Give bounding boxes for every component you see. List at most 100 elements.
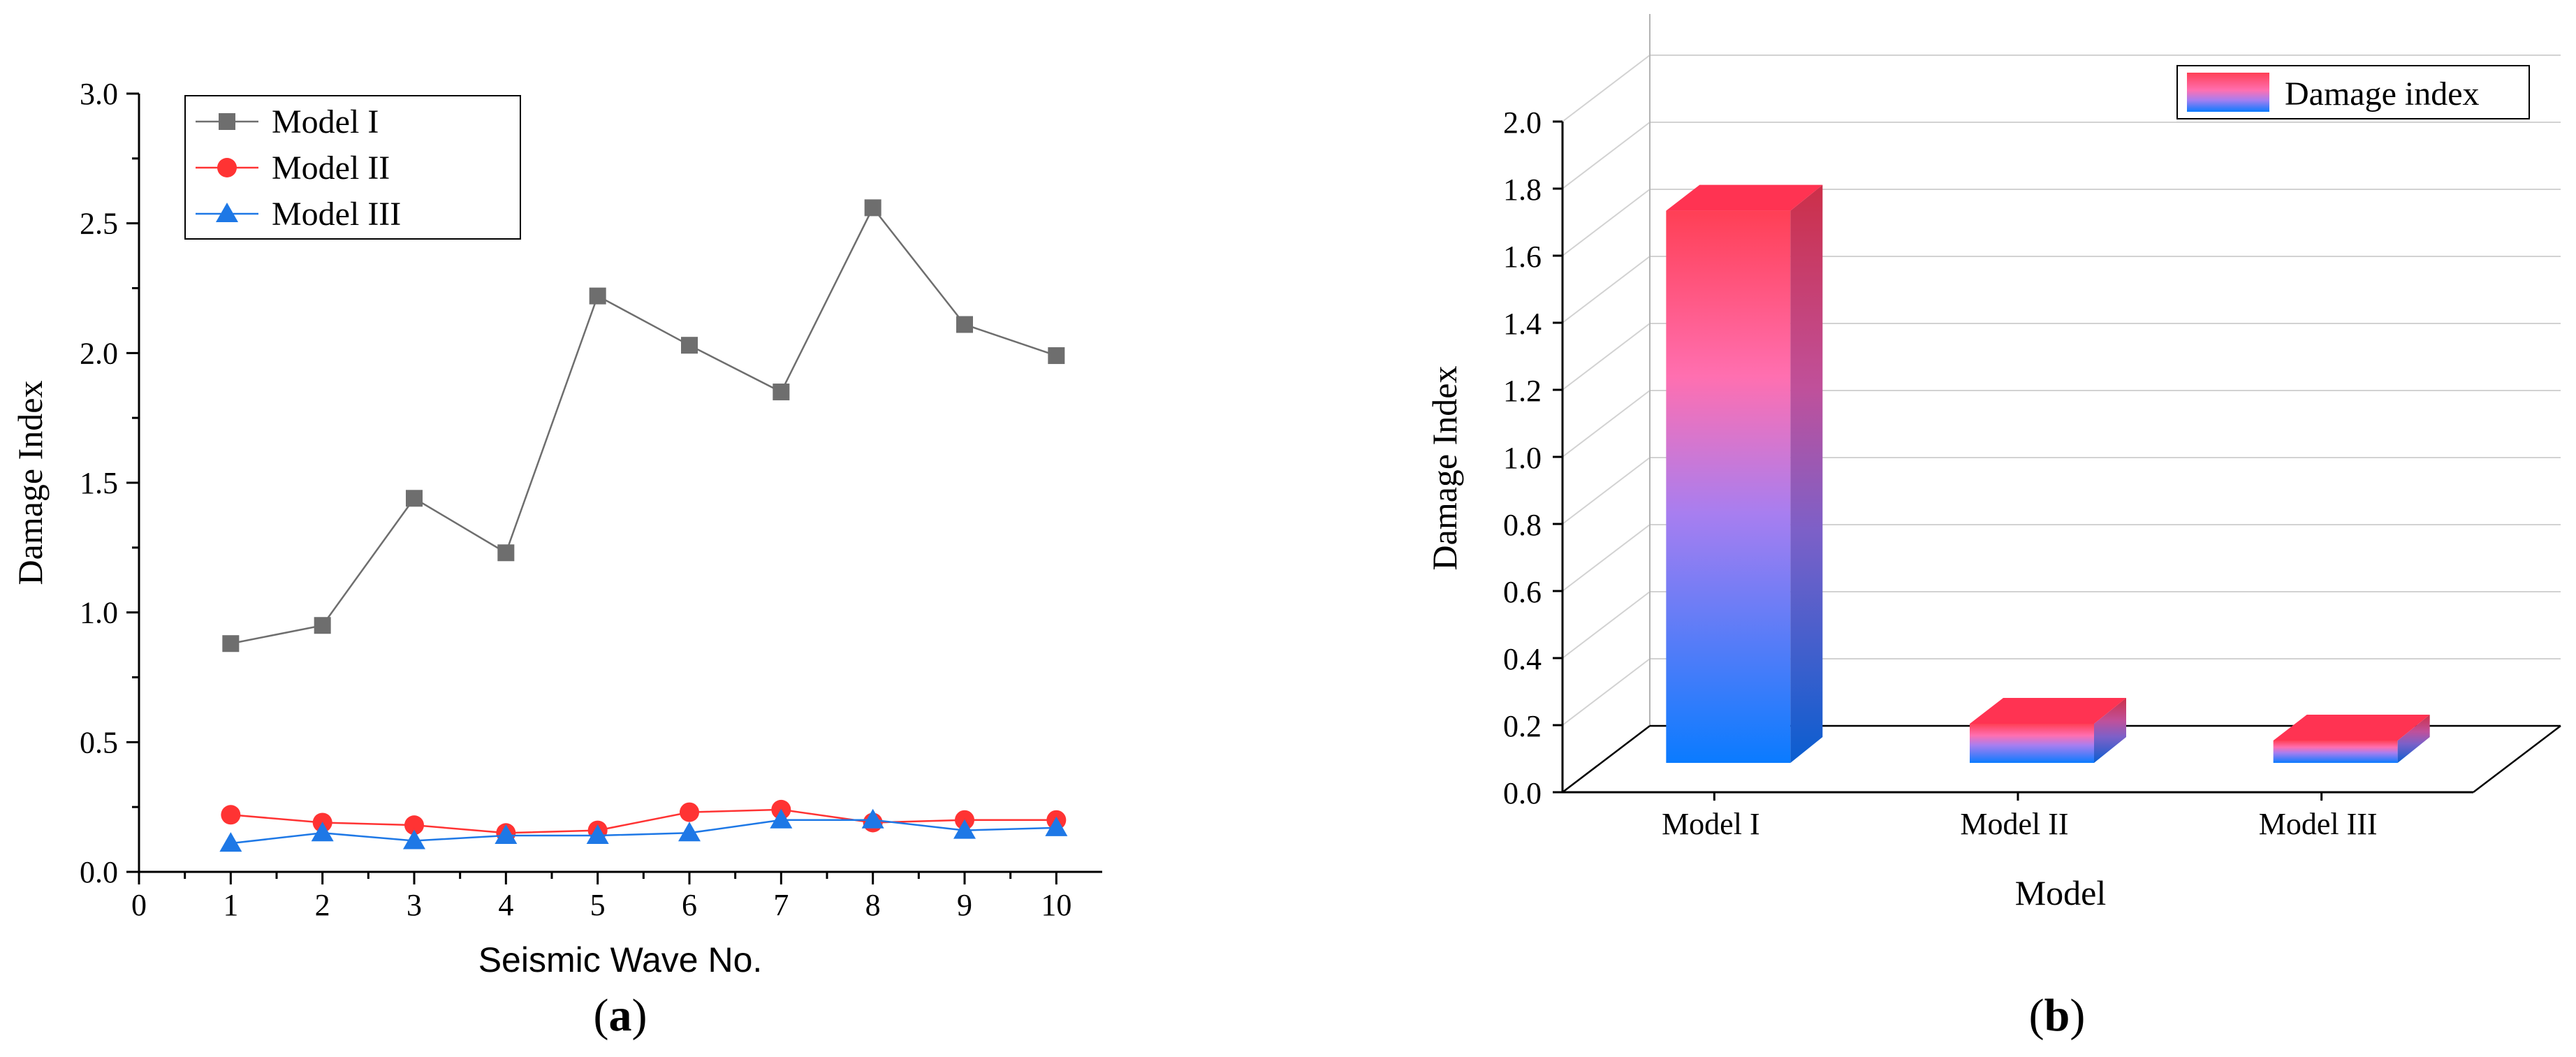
y-tick-label: 2.0 xyxy=(80,336,118,370)
data-point xyxy=(681,337,698,354)
y-tick-label: 2.5 xyxy=(80,207,118,241)
y-tick-label: 0.8 xyxy=(1503,508,1542,542)
bar-side xyxy=(2094,698,2126,763)
legend: Model I Model II Model III xyxy=(184,95,521,240)
bar-side xyxy=(1790,184,1823,764)
data-point xyxy=(221,805,241,825)
y-axis-title: Damage Index xyxy=(1425,366,1464,571)
x-tick-label: 4 xyxy=(498,888,513,922)
gridline-side xyxy=(1562,256,1651,323)
x-tick-label: 3 xyxy=(407,888,422,922)
y-tick-label: 0.2 xyxy=(1503,709,1542,743)
gridline-side xyxy=(1562,390,1651,458)
y-tick-label: 0.5 xyxy=(80,725,118,759)
data-point xyxy=(311,822,334,842)
data-point xyxy=(953,819,976,839)
x-axis-title: Model xyxy=(2015,873,2107,912)
data-point xyxy=(680,802,699,822)
y-tick-label: 0.4 xyxy=(1503,642,1542,676)
data-point xyxy=(222,635,240,653)
panel-label-letter: a xyxy=(609,990,632,1041)
bar-chart-panel: 0.0 0.2 0.4 0.6 0.8 1.0 1.2 1.4 1.6 1.8 2.0 Model … xyxy=(1425,14,2561,1041)
series-line xyxy=(230,808,1057,834)
bar-top xyxy=(1666,184,1823,211)
gridline-side xyxy=(1562,122,1651,189)
x-tick-label: Model I xyxy=(1662,807,1760,841)
gridline-side xyxy=(1562,457,1651,525)
y-tick-label: 1.4 xyxy=(1503,307,1542,341)
y-tick-label: 1.0 xyxy=(80,596,118,630)
x-tick-label: 8 xyxy=(865,888,881,922)
data-point xyxy=(1045,816,1068,836)
y-tick-label: 0.0 xyxy=(1503,776,1542,810)
y-tick-label: 1.2 xyxy=(1503,374,1542,408)
data-point xyxy=(495,824,518,845)
legend-swatch xyxy=(2187,73,2269,112)
y-tick-label: 1.8 xyxy=(1503,173,1542,207)
data-point xyxy=(864,199,881,217)
gridline-side xyxy=(1562,524,1651,592)
y-tick-label: 0.0 xyxy=(80,855,118,889)
x-tick-label: 5 xyxy=(590,888,606,922)
panel-label-a: (a) xyxy=(594,990,647,1041)
floor-edge xyxy=(1562,725,1651,793)
legend-label: Damage index xyxy=(2285,75,2480,112)
bar-front xyxy=(1666,210,1791,764)
bar-front xyxy=(1970,724,2094,763)
data-point xyxy=(219,832,242,852)
bar xyxy=(1970,698,2126,763)
bar xyxy=(2273,715,2430,763)
legend-marker xyxy=(219,113,235,130)
series-line xyxy=(230,819,1057,845)
data-point xyxy=(770,808,793,829)
bar-front xyxy=(2273,741,2398,763)
bar-top xyxy=(2273,715,2430,741)
y-tick-label: 3.0 xyxy=(80,77,118,111)
data-point xyxy=(586,824,609,845)
gridline-side xyxy=(1562,658,1651,726)
x-tick-label: Model II xyxy=(1960,807,2068,841)
legend-label: Model I xyxy=(272,103,379,140)
x-tick-label: 10 xyxy=(1041,888,1071,922)
panel-label-b: (b) xyxy=(2029,990,2086,1041)
y-tick-label: 0.6 xyxy=(1503,575,1542,609)
gridline-side xyxy=(1562,591,1651,659)
line-chart-panel: 0.0 0.5 1.0 1.5 2.0 2.5 3.0 0 1 2 3 4 5 6 7 8 9 10 Damag… xyxy=(10,77,1102,1041)
x-tick-label: 2 xyxy=(315,888,330,922)
gridline-side xyxy=(1562,189,1651,256)
data-point xyxy=(773,384,790,401)
x-tick-label: 7 xyxy=(773,888,789,922)
data-point xyxy=(406,490,423,507)
x-axis-title: Seismic Wave No. xyxy=(478,940,763,979)
bar xyxy=(1666,184,1823,764)
y-axis-title: Damage Index xyxy=(10,381,50,585)
legend: Damage index xyxy=(2176,65,2530,119)
gridline-side xyxy=(1562,323,1651,391)
legend-marker xyxy=(217,158,237,177)
data-point xyxy=(956,316,973,333)
y-tick-label: 1.5 xyxy=(80,466,118,500)
data-point xyxy=(678,822,701,842)
y-tick-label: 1.6 xyxy=(1503,240,1542,274)
panel-label-letter: b xyxy=(2044,990,2070,1041)
x-tick-label: Model III xyxy=(2259,807,2378,841)
floor-edge xyxy=(2473,725,2561,793)
data-point xyxy=(314,617,331,634)
data-point xyxy=(403,829,425,850)
series-line xyxy=(230,206,1057,645)
legend-marker xyxy=(216,203,238,222)
bar-top xyxy=(1970,698,2126,724)
x-tick-label: 1 xyxy=(223,888,238,922)
data-point xyxy=(404,815,424,836)
data-point xyxy=(861,808,884,829)
legend-label: Model II xyxy=(272,150,390,187)
x-tick-label: 6 xyxy=(682,888,697,922)
legend-label: Model III xyxy=(272,196,401,233)
y-tick-label: 1.0 xyxy=(1503,441,1542,475)
bar-side xyxy=(2397,715,2430,763)
data-point xyxy=(497,544,515,562)
x-tick-label: 0 xyxy=(131,888,147,922)
data-point xyxy=(589,287,606,305)
gridline-side xyxy=(1562,54,1651,122)
